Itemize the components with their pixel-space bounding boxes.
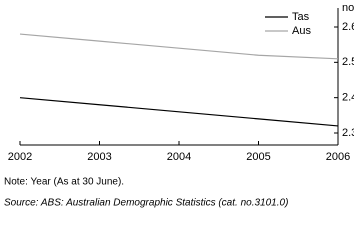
x-tick-label: 2006 — [326, 151, 350, 163]
series-line — [19, 33, 339, 60]
y-tick-label: 2.3 — [342, 127, 354, 139]
legend-label: Aus — [292, 25, 311, 37]
series-line — [19, 97, 339, 127]
x-tick-label: 2003 — [87, 151, 111, 163]
y-tick-label: 2.5 — [342, 56, 354, 68]
page: {"chart_data": {"type": "line", "x": [20… — [4, 1, 354, 209]
note: Note: Year (As at 30 June). — [4, 177, 124, 188]
y-tick-label: 2.6 — [342, 21, 354, 33]
y-axis-label: no. — [342, 2, 354, 14]
y-tick-label: 2.4 — [342, 92, 354, 104]
x-tick-label: 2004 — [167, 151, 191, 163]
legend-label: Tas — [292, 11, 310, 23]
chart: no. Note: Year (As at 30 June). Source: … — [4, 2, 354, 209]
x-tick-label: 2002 — [8, 151, 32, 163]
source-note: Source: ABS: Australian Demographic Stat… — [4, 198, 288, 209]
x-tick-label: 2005 — [246, 151, 270, 163]
